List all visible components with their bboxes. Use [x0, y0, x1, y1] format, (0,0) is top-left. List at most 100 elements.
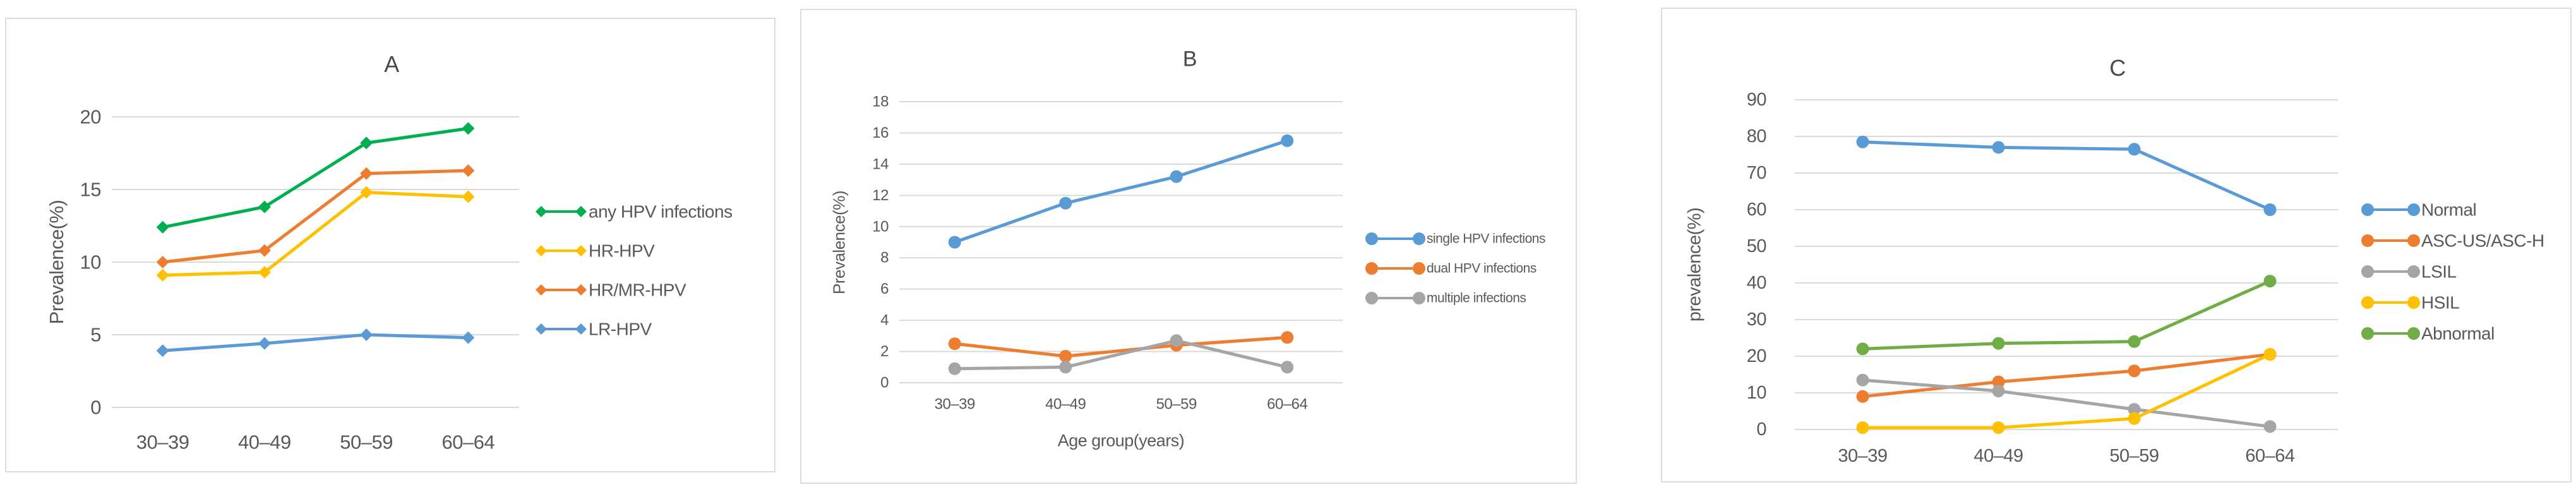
y-tick-label: 14 — [872, 155, 889, 172]
x-category-label: 50–59 — [340, 431, 393, 453]
legend-item: HR-HPV — [536, 241, 656, 261]
y-tick-label: 0 — [1756, 419, 1766, 440]
series-multiple-infections — [948, 334, 1294, 375]
data-point-marker — [462, 164, 475, 177]
legend-label: Normal — [2421, 200, 2476, 220]
legend-item: LR-HPV — [536, 320, 652, 339]
legend-label: HR-HPV — [589, 241, 655, 261]
legend-label: ASC-US/ASC-H — [2421, 231, 2544, 251]
series-line-abnormal — [1861, 279, 2272, 351]
legend-marker-icon — [1365, 262, 1378, 275]
series-line-asc-us-asc-h — [1861, 352, 2272, 399]
legend-marker-icon — [536, 323, 547, 335]
series-asc-us-asc-h — [1856, 348, 2277, 403]
data-point-marker — [1856, 390, 1869, 403]
data-point-marker — [1856, 421, 1869, 435]
legend-label: Abnormal — [2421, 324, 2495, 344]
legend-marker-icon — [536, 284, 547, 296]
legend-marker-icon — [2361, 265, 2374, 278]
y-axis-title-b: Prevalence(%) — [829, 190, 849, 295]
legend-marker-icon — [1413, 292, 1425, 304]
y-tick-label: 15 — [80, 179, 101, 201]
y-tick-label: 70 — [1747, 163, 1766, 183]
data-point-marker — [948, 337, 961, 351]
legend-marker-icon — [2361, 327, 2374, 340]
series-line-hr-mr-hpv — [161, 169, 470, 264]
data-point-marker — [360, 167, 373, 180]
legend-marker-icon — [575, 284, 587, 296]
data-point-marker — [2128, 403, 2141, 416]
y-axis-title-a: Prevalence(%) — [45, 200, 68, 325]
chart-panel-c: C prevalence(%) 0 10 20 30 40 50 60 70 80 90 30–39… — [1661, 8, 2572, 483]
series-line-single-hpv-infections — [953, 139, 1289, 244]
x-category-label: 40–49 — [1045, 396, 1086, 413]
legend-item: dual HPV infections — [1365, 261, 1537, 276]
series-line-multiple-infections — [953, 339, 1289, 371]
legend-marker-icon — [536, 245, 547, 256]
y-tick-label: 8 — [880, 249, 889, 267]
series-line-hsil — [1861, 352, 2272, 429]
legend-item: Normal — [2361, 200, 2477, 220]
y-tick-label: 30 — [1747, 309, 1766, 330]
data-point-marker — [948, 362, 961, 375]
data-point-marker — [2263, 203, 2277, 216]
legend-item: single HPV infections — [1365, 232, 1545, 246]
series-hr-hpv — [156, 186, 475, 282]
y-tick-label: 10 — [872, 218, 889, 235]
legend: single HPV infections dual HPV infections… — [1365, 232, 1545, 306]
legend-item: ASC-US/ASC-H — [2361, 231, 2544, 251]
x-category-label: 60–64 — [442, 431, 495, 453]
legend-label: any HPV infections — [589, 202, 733, 222]
chart-plot-c: 0 10 20 30 40 50 60 70 80 90 30–39 40–49 50–59 60–64 N… — [1747, 90, 2544, 466]
data-point-marker — [1992, 337, 2005, 350]
data-point-marker — [156, 268, 169, 282]
x-axis-category-labels: 30–39 40–49 50–59 60–64 — [935, 396, 1308, 413]
series-abnormal — [1856, 275, 2277, 356]
legend-marker-icon — [575, 206, 587, 217]
y-tick-label: 20 — [1747, 346, 1766, 366]
series-line-lsil — [1861, 378, 2272, 428]
data-point-marker — [1281, 361, 1294, 374]
legend-marker-icon — [2407, 203, 2420, 216]
legend-item: LSIL — [2361, 262, 2457, 282]
x-category-label: 60–64 — [1267, 396, 1307, 413]
data-point-marker — [1281, 134, 1294, 147]
data-point-marker — [1059, 361, 1072, 374]
data-point-marker — [2263, 348, 2277, 361]
chart-plot-b: 0 2 4 6 8 10 12 14 16 18 30–39 40–49 50–59 60–64 singl… — [872, 93, 1545, 413]
legend-marker-icon — [2407, 265, 2420, 278]
y-tick-label: 90 — [1747, 90, 1766, 110]
x-axis-title-b: Age group(years) — [1057, 431, 1185, 450]
legend-marker-icon — [1413, 262, 1425, 275]
legend-label: HSIL — [2421, 293, 2459, 313]
legend: Normal ASC-US/ASC-H LSIL HSIL Abnormal — [2361, 200, 2544, 344]
data-point-marker — [258, 337, 271, 350]
y-tick-label: 50 — [1747, 236, 1766, 256]
y-tick-label: 16 — [872, 124, 889, 141]
data-point-marker — [462, 190, 475, 203]
data-point-marker — [156, 220, 169, 234]
legend-marker-icon — [2407, 296, 2420, 309]
chart-title-c: C — [2109, 55, 2126, 81]
x-category-label: 30–39 — [1838, 446, 1887, 466]
legend-item: multiple infections — [1365, 291, 1526, 306]
data-point-marker — [2263, 275, 2277, 288]
data-point-marker — [156, 256, 169, 268]
legend-marker-icon — [2407, 234, 2420, 247]
y-tick-label: 6 — [880, 280, 889, 297]
legend-label: multiple infections — [1427, 291, 1526, 306]
y-tick-label: 18 — [872, 93, 889, 111]
legend-item: HSIL — [2361, 293, 2460, 313]
series-hr-mr-hpv — [156, 164, 475, 268]
series-normal — [1856, 135, 2277, 216]
legend-marker-icon — [1413, 232, 1425, 245]
data-point-marker — [948, 236, 961, 249]
x-category-label: 40–49 — [238, 431, 291, 453]
legend-item: HR/MR-HPV — [536, 280, 686, 300]
legend-label: dual HPV infections — [1427, 261, 1537, 276]
y-axis-tick-labels: 0 2 4 6 8 10 12 14 16 18 — [872, 93, 889, 392]
data-point-marker — [1059, 196, 1072, 210]
data-point-marker — [360, 186, 373, 199]
data-point-marker — [462, 122, 475, 135]
